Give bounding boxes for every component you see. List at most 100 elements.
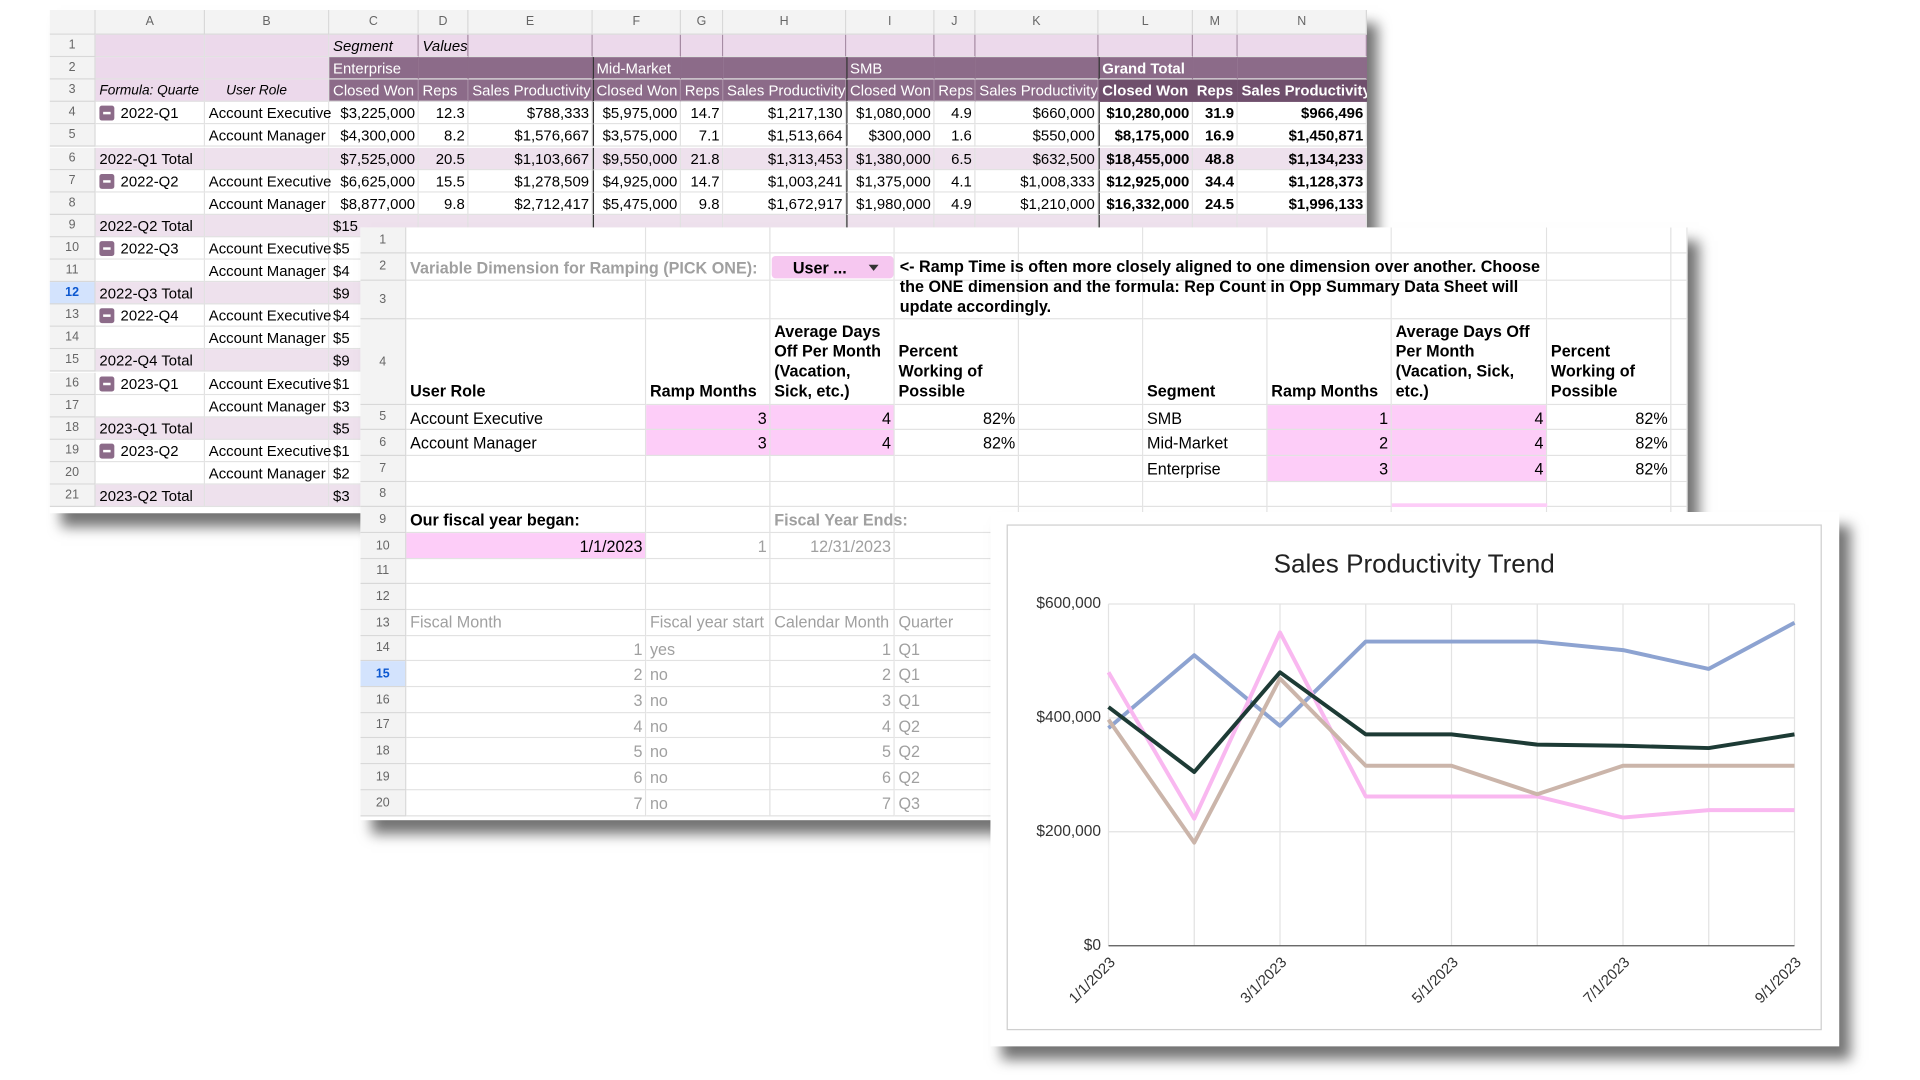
cell (846, 169, 935, 193)
cell-text: 21.8 (690, 149, 720, 168)
row-number: 15 (49, 349, 96, 373)
column-header: D (418, 9, 469, 35)
cell-text: Enterprise (1147, 459, 1221, 479)
collapse-toggle[interactable] (99, 240, 115, 256)
cell-text: Fiscal Year Ends: (774, 510, 908, 530)
cell (205, 124, 330, 148)
row-number: 19 (360, 764, 407, 791)
cell (1019, 405, 1144, 430)
cell (770, 764, 895, 791)
collapse-toggle[interactable] (99, 443, 115, 459)
cell-text: 7 (633, 794, 643, 813)
collapse-toggle[interactable] (99, 375, 115, 391)
cell (646, 507, 771, 534)
cell-text: $15 (333, 217, 358, 235)
cell (205, 57, 330, 80)
cell-text: Reps (938, 82, 974, 100)
cell (205, 34, 330, 58)
collapse-toggle[interactable] (99, 106, 115, 121)
cell (1237, 124, 1367, 148)
cell (1267, 227, 1392, 254)
cell (723, 124, 847, 148)
minus-icon (103, 247, 111, 250)
cell (1547, 227, 1672, 254)
cell (592, 192, 682, 215)
cell-text: Q1 (898, 639, 921, 659)
cell-text: 1 (1379, 408, 1389, 427)
cell (406, 738, 647, 765)
cell (894, 280, 1020, 320)
cell (468, 192, 593, 215)
cell (723, 102, 847, 125)
cell-text: 31.9 (1204, 104, 1235, 123)
cell (205, 237, 330, 260)
cell (406, 661, 647, 688)
cell (646, 405, 771, 430)
cell (1237, 192, 1367, 215)
row-number: 21 (49, 484, 96, 508)
x-tick-label: 5/1/2023 (1409, 955, 1461, 1007)
cell-text: Percent Working of Possible (898, 341, 983, 401)
cell (681, 169, 724, 193)
cell-text: 4.1 (951, 172, 972, 190)
cell-text: Fiscal Month (410, 612, 502, 632)
minus-icon (103, 314, 111, 318)
collapse-toggle[interactable] (99, 173, 115, 189)
cell (1237, 34, 1367, 58)
cell-text: $1,380,000 (856, 149, 931, 168)
pink-strip (1391, 503, 1548, 508)
cell (770, 456, 895, 483)
cell (1547, 319, 1672, 406)
cell (770, 738, 895, 765)
cell-text: $8,175,000 (1114, 127, 1190, 145)
cell-text: Account Manager (208, 397, 326, 415)
cell-text: Values (422, 37, 468, 55)
cell (1267, 482, 1392, 508)
cell (205, 327, 330, 350)
cell (770, 429, 895, 457)
cell (95, 34, 206, 58)
cell (205, 372, 330, 395)
cell (95, 102, 206, 125)
cell-text: 9.8 (698, 194, 720, 213)
cell-text: $4 (333, 262, 350, 280)
cell (468, 124, 593, 148)
cell (205, 349, 330, 373)
cell (723, 192, 847, 215)
dropdown-arrow (868, 264, 879, 271)
cell (1019, 482, 1144, 508)
cell (406, 405, 647, 430)
cell (329, 192, 419, 215)
y-tick-label: $0 (1084, 937, 1102, 954)
cell (646, 610, 771, 637)
row-number: 15 (360, 661, 407, 688)
cell (934, 169, 976, 193)
cell-text: 2022-Q1 Total (99, 149, 193, 168)
cell-text: Enterprise (333, 59, 402, 78)
collapse-toggle[interactable] (99, 308, 115, 324)
cell-text: 14.7 (690, 172, 720, 190)
cell (770, 661, 895, 688)
cell-text: Q2 (898, 768, 921, 787)
cell (1671, 253, 1688, 281)
cell (205, 394, 330, 418)
cell-text: 2023-Q1 Total (99, 419, 193, 438)
cell (646, 738, 771, 765)
cell-text: $5 (333, 329, 350, 348)
cell (681, 147, 724, 170)
dimension-dropdown[interactable]: User ... (771, 256, 894, 279)
cell (418, 192, 469, 215)
cell (1098, 34, 1194, 58)
cell-text: Account Manager (208, 262, 326, 280)
cell (1193, 34, 1238, 58)
cell-text: $3,225,000 (340, 104, 416, 123)
cell (723, 147, 847, 170)
cell-text: $1,128,373 (1288, 172, 1364, 190)
row-number: 5 (360, 405, 407, 430)
cell-text: 7 (882, 794, 892, 813)
cell-text: 4 (882, 716, 892, 736)
cell-text: $8,877,000 (340, 194, 416, 213)
x-tick-label: 7/1/2023 (1581, 955, 1633, 1007)
cell-text: Average Days Off Per Month (Vacation, Si… (1395, 321, 1530, 401)
